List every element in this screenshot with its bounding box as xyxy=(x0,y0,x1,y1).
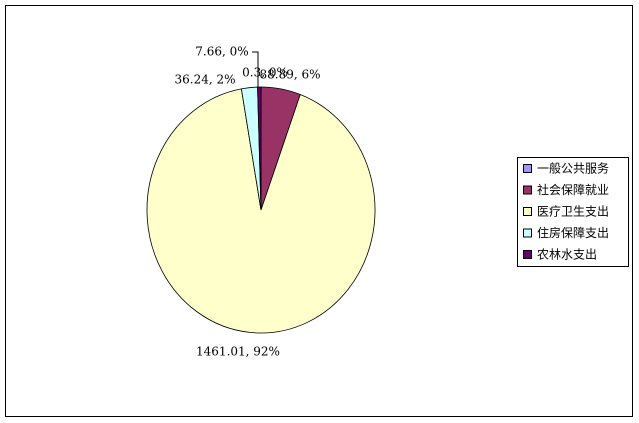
legend-label: 农林水支出 xyxy=(537,248,597,262)
legend-label: 社会保障就业 xyxy=(537,182,609,197)
legend-box xyxy=(517,157,629,267)
legend-label: 一般公共服务 xyxy=(537,161,609,176)
data-label: 88.89, 6% xyxy=(259,68,320,82)
pie-slice xyxy=(257,86,262,211)
leader-line xyxy=(252,51,259,90)
legend-swatch xyxy=(523,228,532,238)
legend-label: 住房保障支出 xyxy=(537,225,609,240)
legend-swatch xyxy=(523,185,532,195)
legend-swatch xyxy=(523,164,532,173)
pie-slice xyxy=(146,88,376,334)
legend-swatch xyxy=(523,250,532,259)
legend-swatch xyxy=(523,207,532,216)
data-label: 1461.01, 92% xyxy=(196,345,280,359)
legend-label: 医疗卫生支出 xyxy=(537,205,609,219)
data-label: 7.66, 0% xyxy=(195,45,248,59)
data-label: 36.24, 2% xyxy=(174,73,235,87)
data-label: 0.3, 0% xyxy=(242,66,288,80)
